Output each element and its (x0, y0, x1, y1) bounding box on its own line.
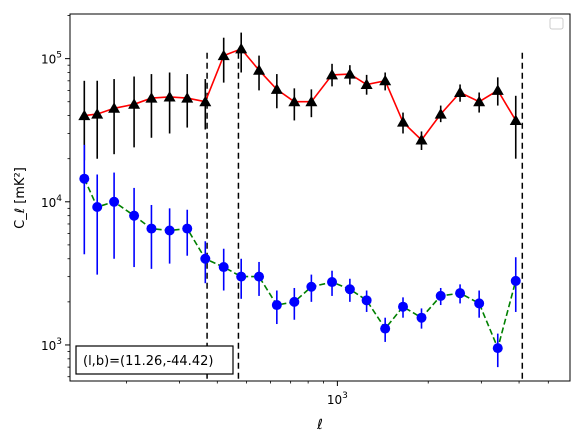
data-point (454, 86, 467, 97)
legend-box (549, 17, 564, 30)
y-axis-label: C_ℓ [mK²] (13, 167, 28, 229)
data-point (109, 196, 120, 207)
data-point (200, 253, 211, 264)
data-point (289, 296, 300, 307)
data-point (305, 95, 318, 107)
annotation-text: (l,b)=(11.26,-44.42) (83, 354, 213, 369)
y-tick-label: 105 (41, 51, 62, 67)
data-point (271, 300, 282, 311)
data-point (491, 84, 504, 95)
data-point (145, 92, 158, 103)
data-point (129, 210, 140, 221)
series-line (84, 47, 517, 142)
series-1 (78, 32, 522, 161)
data-point (79, 173, 90, 184)
data-point (474, 298, 485, 309)
data-point (108, 102, 121, 113)
data-point (78, 109, 91, 121)
data-point (164, 225, 175, 236)
data-point (379, 74, 392, 86)
data-point (235, 42, 248, 54)
data-point (455, 288, 466, 299)
x-axis-label: ℓ (316, 417, 323, 433)
data-point (435, 290, 446, 301)
data-point (217, 49, 230, 61)
data-point (288, 95, 301, 107)
data-point (91, 108, 104, 119)
series-layer (78, 32, 522, 368)
data-point (163, 90, 176, 102)
data-point (326, 68, 339, 80)
data-point (128, 98, 141, 109)
data-point (253, 64, 266, 75)
data-point (92, 201, 103, 212)
vertical-reference-lines (206, 52, 524, 381)
x-tick-label: 103 (327, 391, 348, 407)
series-2 (79, 144, 521, 368)
data-point (434, 108, 447, 119)
plot-frame (69, 13, 571, 382)
data-point (397, 116, 410, 127)
data-point (380, 323, 391, 334)
data-point (343, 68, 356, 79)
data-point (181, 92, 194, 103)
data-point (199, 95, 212, 107)
annotation-box: (l,b)=(11.26,-44.42) (75, 345, 234, 375)
data-point (360, 78, 373, 89)
data-point (492, 343, 503, 354)
data-point (270, 83, 283, 94)
data-point (510, 275, 521, 286)
data-point (146, 223, 157, 234)
data-point (306, 281, 317, 292)
data-point (416, 312, 427, 323)
y-tick-label: 104 (41, 194, 62, 210)
data-point (415, 134, 428, 145)
data-point (473, 95, 486, 107)
data-point (254, 271, 265, 282)
data-point (344, 284, 355, 295)
series-line (83, 178, 517, 351)
data-point (182, 223, 193, 234)
y-tick-label: 103 (41, 337, 62, 353)
data-point (327, 277, 338, 288)
data-point (398, 301, 409, 312)
data-point (509, 114, 522, 125)
data-point (236, 271, 247, 282)
data-point (218, 262, 229, 273)
data-point (361, 295, 372, 306)
